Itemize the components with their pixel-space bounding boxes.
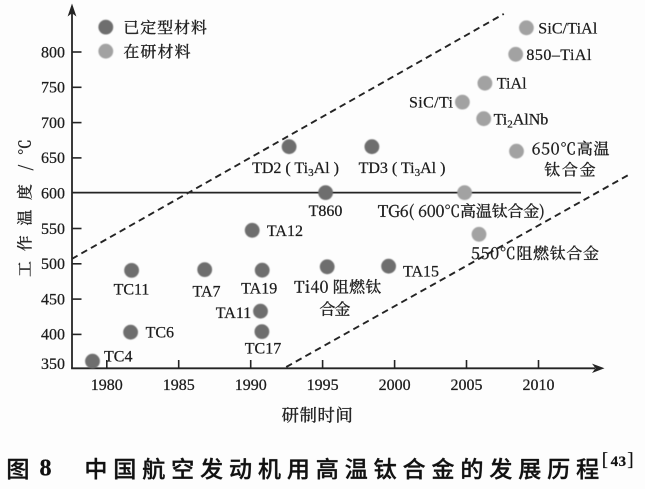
- svg-text:TA15: TA15: [403, 264, 439, 281]
- svg-text:SiC/Ti: SiC/Ti: [409, 95, 454, 112]
- svg-text:600: 600: [41, 186, 65, 203]
- svg-text:8: 8: [40, 455, 52, 481]
- svg-text:TC11: TC11: [114, 282, 150, 299]
- svg-text:800: 800: [41, 44, 65, 61]
- svg-text:750: 750: [41, 80, 65, 97]
- svg-text:1985: 1985: [163, 377, 195, 394]
- svg-text:TD3 ( Ti3Al ): TD3 ( Ti3Al ): [359, 160, 446, 179]
- svg-text:TC6: TC6: [146, 325, 174, 342]
- svg-text:TC17: TC17: [245, 341, 281, 358]
- svg-text:650: 650: [41, 150, 65, 167]
- svg-text:500: 500: [41, 256, 65, 273]
- svg-text:SiC/TiAl: SiC/TiAl: [538, 20, 598, 37]
- svg-text:2005: 2005: [451, 377, 483, 394]
- svg-text:Ti2AlNb: Ti2AlNb: [494, 112, 549, 131]
- svg-text:350: 350: [41, 356, 65, 373]
- svg-text:1990: 1990: [235, 377, 267, 394]
- svg-text:400: 400: [41, 327, 65, 344]
- svg-text:TC4: TC4: [104, 349, 132, 366]
- svg-text:TD2 ( Ti3Al ): TD2 ( Ti3Al ): [252, 160, 339, 179]
- svg-text:1995: 1995: [307, 377, 339, 394]
- svg-text:]: ]: [627, 449, 633, 470]
- svg-text:TiAl: TiAl: [497, 76, 527, 93]
- svg-text:450: 450: [41, 291, 65, 308]
- svg-text:TA12: TA12: [267, 223, 303, 240]
- svg-text:T860: T860: [309, 203, 343, 220]
- svg-text:[: [: [602, 449, 608, 470]
- svg-text:850–TiAl: 850–TiAl: [526, 47, 592, 64]
- svg-text:1980: 1980: [91, 377, 123, 394]
- svg-text:700: 700: [41, 115, 65, 132]
- svg-text:2000: 2000: [379, 377, 411, 394]
- svg-text:TA11: TA11: [216, 305, 251, 322]
- svg-text:TA19: TA19: [241, 281, 277, 298]
- svg-text:TA7: TA7: [192, 284, 220, 301]
- svg-text:2010: 2010: [523, 377, 555, 394]
- svg-text:550: 550: [41, 221, 65, 238]
- svg-text:43: 43: [611, 453, 627, 470]
